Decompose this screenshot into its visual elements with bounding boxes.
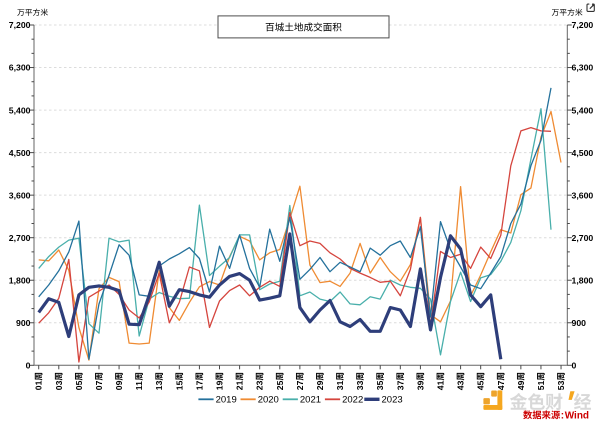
svg-text:0: 0 <box>572 361 577 371</box>
svg-text:0: 0 <box>26 361 31 371</box>
svg-text:3,600: 3,600 <box>572 190 594 200</box>
svg-text:4,500: 4,500 <box>9 148 31 158</box>
svg-text:31: 31 <box>335 380 345 390</box>
svg-text:07: 07 <box>94 380 104 390</box>
svg-text::: : <box>561 410 564 421</box>
svg-text:13: 13 <box>154 380 164 390</box>
svg-text:15: 15 <box>174 380 184 390</box>
svg-text:900: 900 <box>16 318 31 328</box>
svg-text:2019: 2019 <box>216 395 237 406</box>
svg-text:4,500: 4,500 <box>572 148 594 158</box>
svg-text:7,200: 7,200 <box>9 20 31 30</box>
svg-text:35: 35 <box>375 380 385 390</box>
svg-text:29: 29 <box>315 380 325 390</box>
svg-text:53: 53 <box>556 380 566 390</box>
svg-text:33: 33 <box>355 380 365 390</box>
svg-text:2020: 2020 <box>258 395 279 406</box>
svg-text:19: 19 <box>215 380 225 390</box>
svg-text:25: 25 <box>275 380 285 390</box>
svg-text:2,700: 2,700 <box>9 233 31 243</box>
svg-text:03: 03 <box>54 380 64 390</box>
svg-text:43: 43 <box>456 380 466 390</box>
svg-text:5,400: 5,400 <box>9 105 31 115</box>
svg-text:51: 51 <box>536 380 546 390</box>
svg-text:2,700: 2,700 <box>572 233 594 243</box>
svg-text:6,300: 6,300 <box>9 63 31 73</box>
svg-text:900: 900 <box>572 318 587 328</box>
svg-text:01: 01 <box>34 380 44 390</box>
svg-text:27: 27 <box>295 380 305 390</box>
svg-text:47: 47 <box>496 380 506 390</box>
svg-text:41: 41 <box>436 380 446 390</box>
svg-text:23: 23 <box>255 380 265 390</box>
svg-text:1,800: 1,800 <box>572 275 594 285</box>
svg-text:21: 21 <box>235 380 245 390</box>
svg-text:2022: 2022 <box>342 395 363 406</box>
svg-text:3,600: 3,600 <box>9 190 31 200</box>
svg-text:49: 49 <box>516 380 526 390</box>
svg-text:2021: 2021 <box>300 395 321 406</box>
svg-text:6,300: 6,300 <box>572 63 594 73</box>
svg-text:1,800: 1,800 <box>9 275 31 285</box>
svg-text:7,200: 7,200 <box>572 20 594 30</box>
svg-text:09: 09 <box>114 380 124 390</box>
svg-text:5,400: 5,400 <box>572 105 594 115</box>
svg-text:05: 05 <box>74 380 84 390</box>
svg-text:45: 45 <box>476 380 486 390</box>
svg-text:Wind: Wind <box>565 410 589 421</box>
svg-text:39: 39 <box>415 380 425 390</box>
svg-text:37: 37 <box>395 380 405 390</box>
svg-text:11: 11 <box>134 381 144 390</box>
svg-text:2023: 2023 <box>382 395 403 406</box>
svg-text:17: 17 <box>194 380 204 390</box>
